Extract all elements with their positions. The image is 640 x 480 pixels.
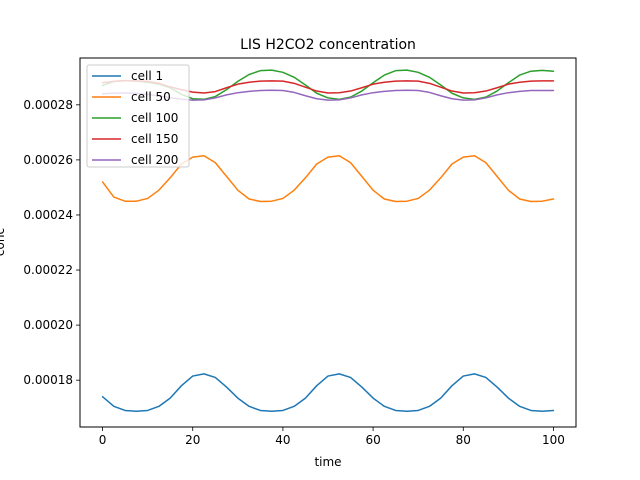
plot-frame [79,57,577,428]
legend-label: cell 150 [131,132,178,146]
legend-label: cell 200 [131,153,178,167]
x-tick-label: 0 [99,433,107,447]
legend-items: cell 1 cell 50 cell 100 cell 150 cell 200 [92,69,178,167]
x-axis-label: time [314,455,341,469]
legend-box [86,64,190,168]
y-tick-label: 0.00020 [23,318,73,332]
y-axis-label: conc [0,228,7,256]
y-tick-label: 0.00022 [23,263,73,277]
x-tick-label: 80 [456,433,471,447]
y-tick-label: 0.00024 [23,208,73,222]
y-tick-label: 0.00026 [23,153,73,167]
legend-label: cell 1 [131,69,163,83]
x-tick-label: 60 [365,433,380,447]
y-axis: 0.00018 0.00020 0.00022 0.00024 0.00026 0.000… [23,98,80,387]
legend-label: cell 100 [131,111,178,125]
x-axis: 0 20 40 60 80 100 [99,427,565,447]
x-tick-label: 20 [185,433,200,447]
legend: cell 1 cell 50 cell 100 cell 150 cell 200 [86,64,190,168]
y-tick-label: 0.00028 [23,98,73,112]
y-tick-label: 0.00018 [23,373,73,387]
x-tick-label: 40 [275,433,290,447]
chart-title: LIS H2CO2 concentration [240,37,416,53]
series-line-cell-50 [101,155,555,203]
legend-label: cell 50 [131,90,171,104]
x-tick-label: 100 [542,433,565,447]
series-line-cell-1 [101,373,555,413]
